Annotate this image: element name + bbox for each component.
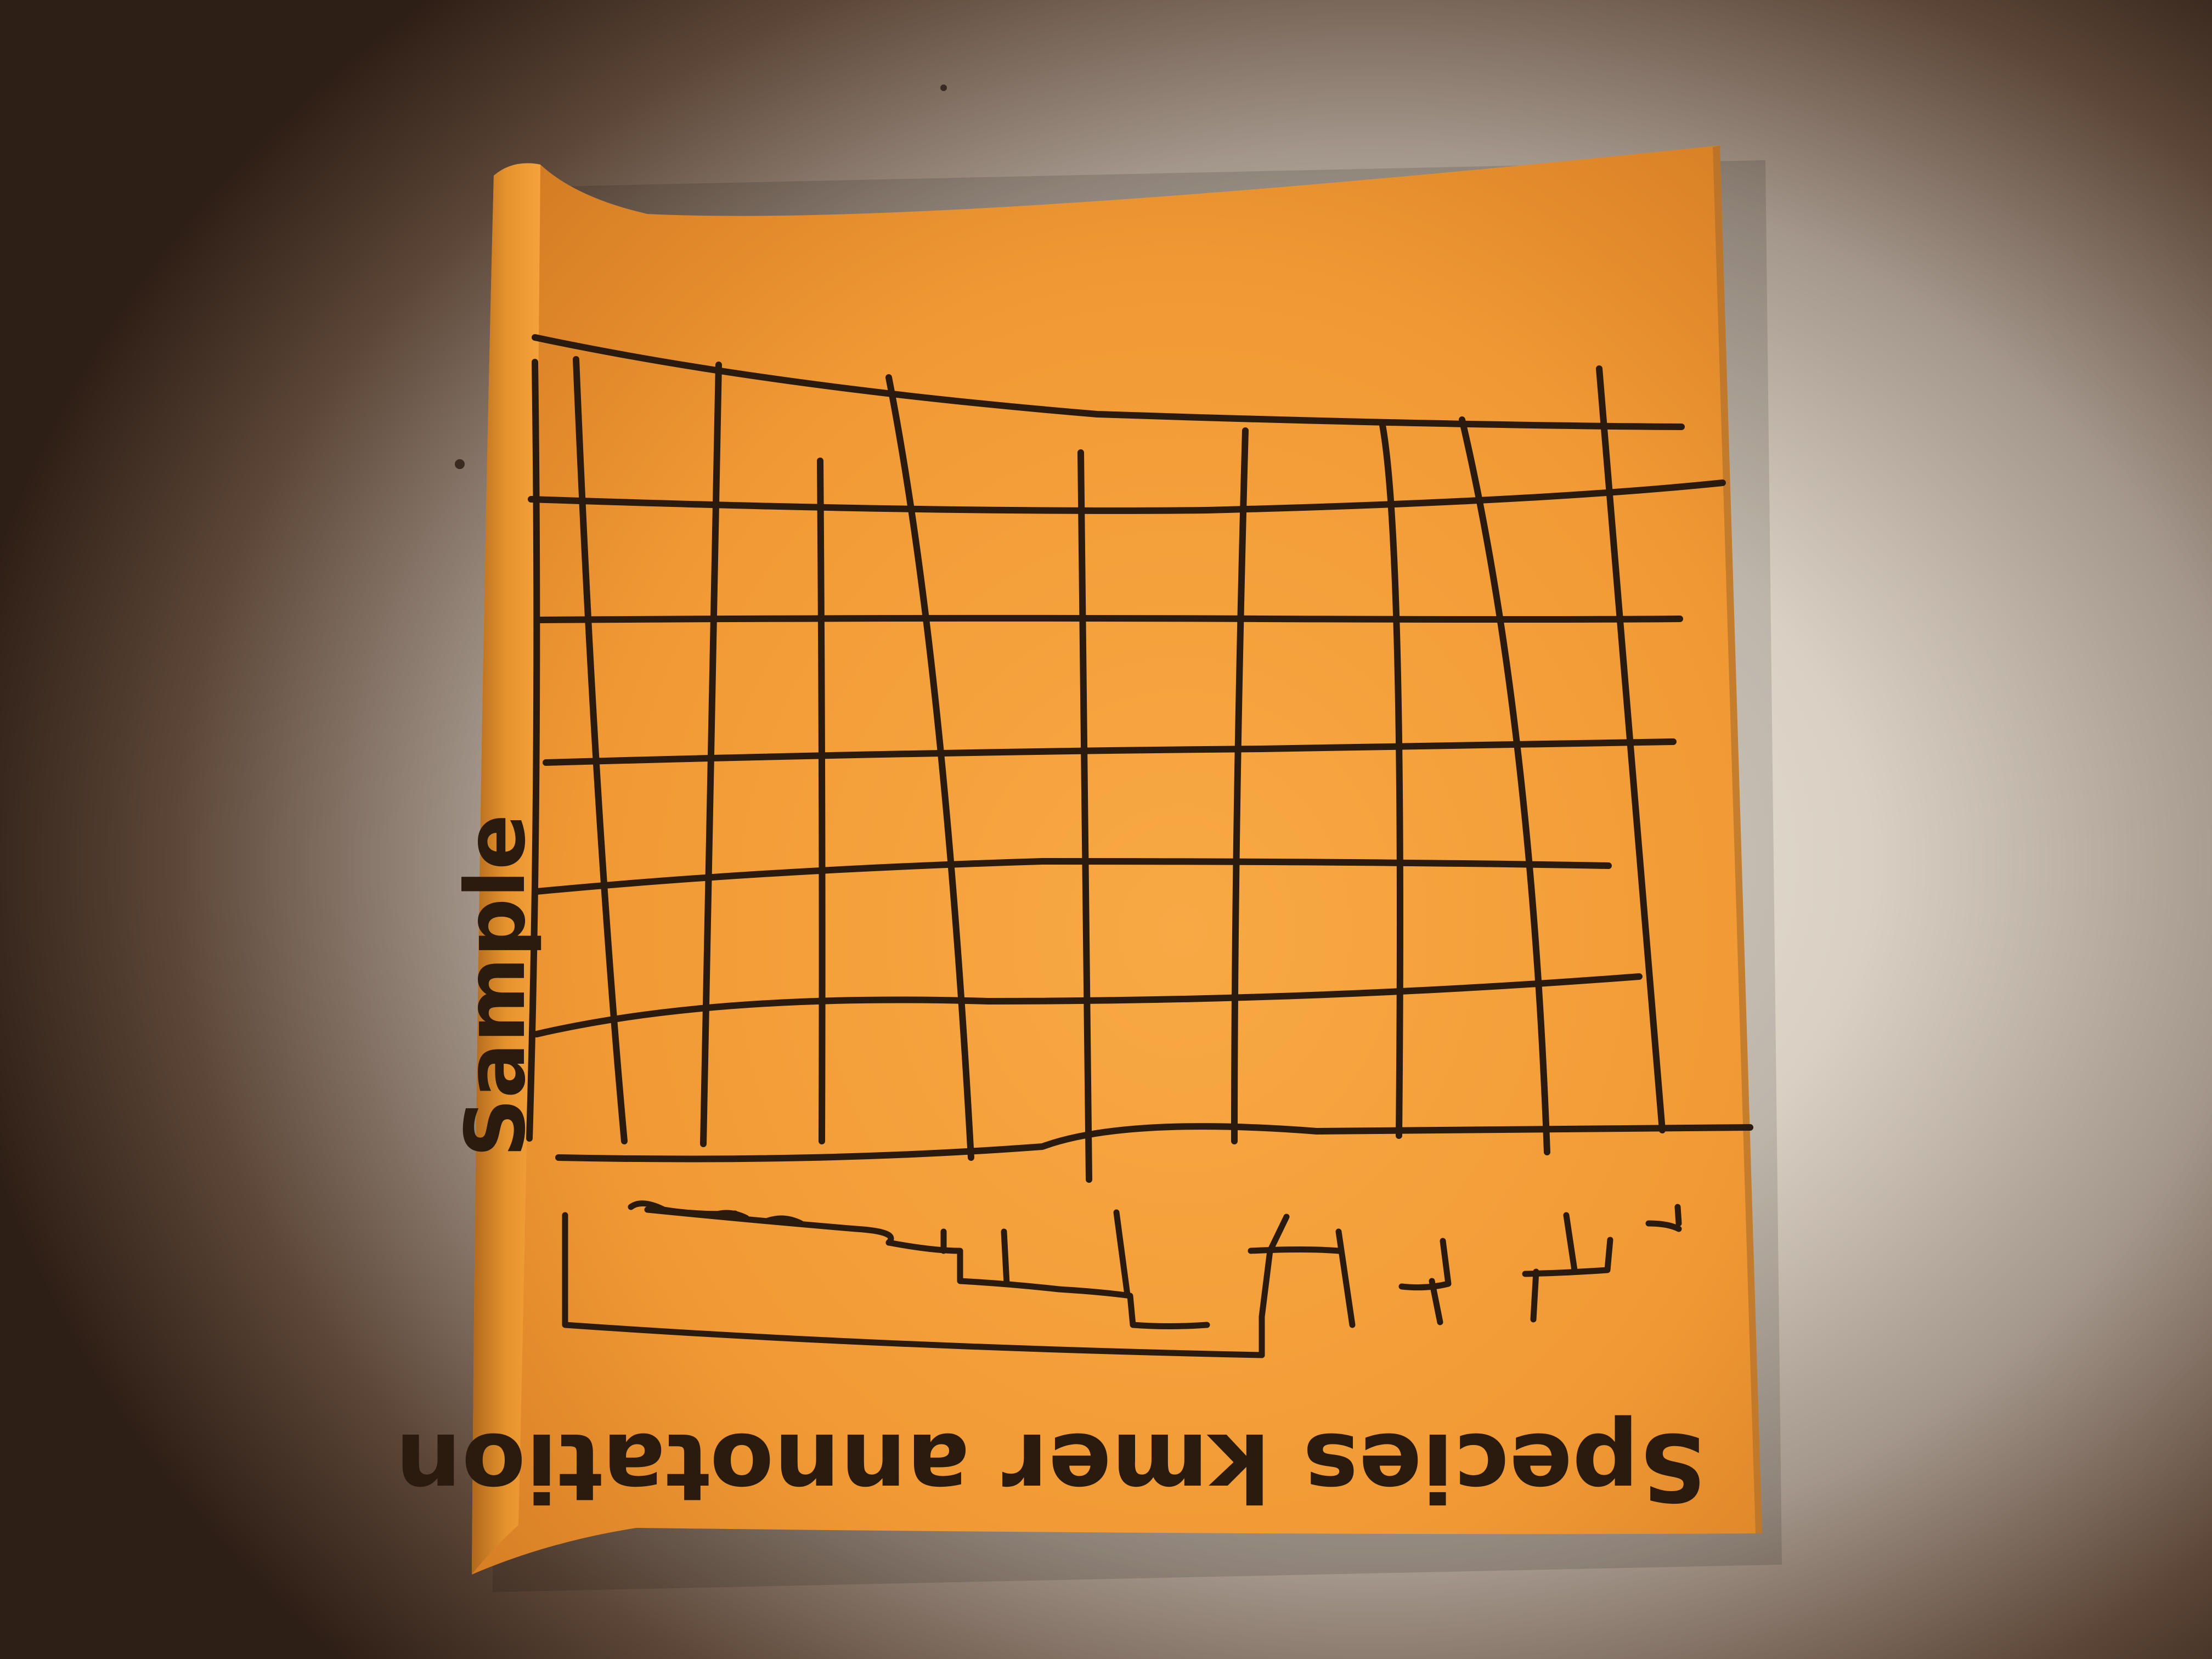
grid-column-line <box>885 374 974 1161</box>
grid-column-line <box>1231 427 1249 1144</box>
axis-label-species-kmer-annotation: Species kmer annotation <box>395 1412 1706 1521</box>
grid-row-line <box>537 614 1683 623</box>
grid-column-line <box>1459 416 1550 1155</box>
dendrogram-branch <box>1056 1286 1210 1329</box>
paper-edge <box>1713 145 1762 1533</box>
dendrogram-branch <box>1113 1209 1131 1298</box>
dendrogram-branch <box>710 1210 749 1221</box>
grid-column-line <box>1379 422 1403 1139</box>
dendrogram-branch <box>885 1239 1062 1293</box>
grid-column-line <box>573 356 628 1144</box>
dendrogram-branch <box>1530 1268 1539 1323</box>
grid-column-line <box>1596 365 1666 1133</box>
paper-curl <box>472 163 540 1575</box>
dendrogram-branch <box>1248 1246 1342 1254</box>
grid-row-line <box>532 334 1685 430</box>
dendrogram-branch <box>1335 1228 1356 1328</box>
column-dendrogram <box>562 1200 1682 1358</box>
dendrogram-branch <box>1645 1220 1682 1232</box>
dendrogram-branch <box>1429 1278 1443 1325</box>
dendrogram-branch <box>1259 1214 1290 1358</box>
grid-row-line <box>533 973 1643 1037</box>
grid-row-line <box>528 479 1726 514</box>
dendrogram-branch <box>1674 1204 1682 1227</box>
dendrogram-branch <box>765 1215 804 1227</box>
grid-row-line <box>543 738 1677 766</box>
dendrogram-branch <box>562 1212 1265 1358</box>
grid-column-line <box>526 359 540 1142</box>
dendrogram-branch <box>1563 1212 1578 1273</box>
dendrogram-branch <box>1398 1238 1452 1291</box>
axis-label-sample: Sample <box>448 814 544 1158</box>
heatmap-grid-columns <box>526 356 1666 1183</box>
dust-speck <box>940 84 947 91</box>
dendrogram-branch <box>644 1206 894 1246</box>
grid-column-line <box>1077 449 1092 1183</box>
dendrogram-branch <box>1001 1228 1010 1287</box>
grid-row-line <box>533 858 1612 895</box>
grid-column-line <box>817 458 826 1144</box>
dust-speck <box>455 459 465 469</box>
grid-column-line <box>700 362 722 1147</box>
